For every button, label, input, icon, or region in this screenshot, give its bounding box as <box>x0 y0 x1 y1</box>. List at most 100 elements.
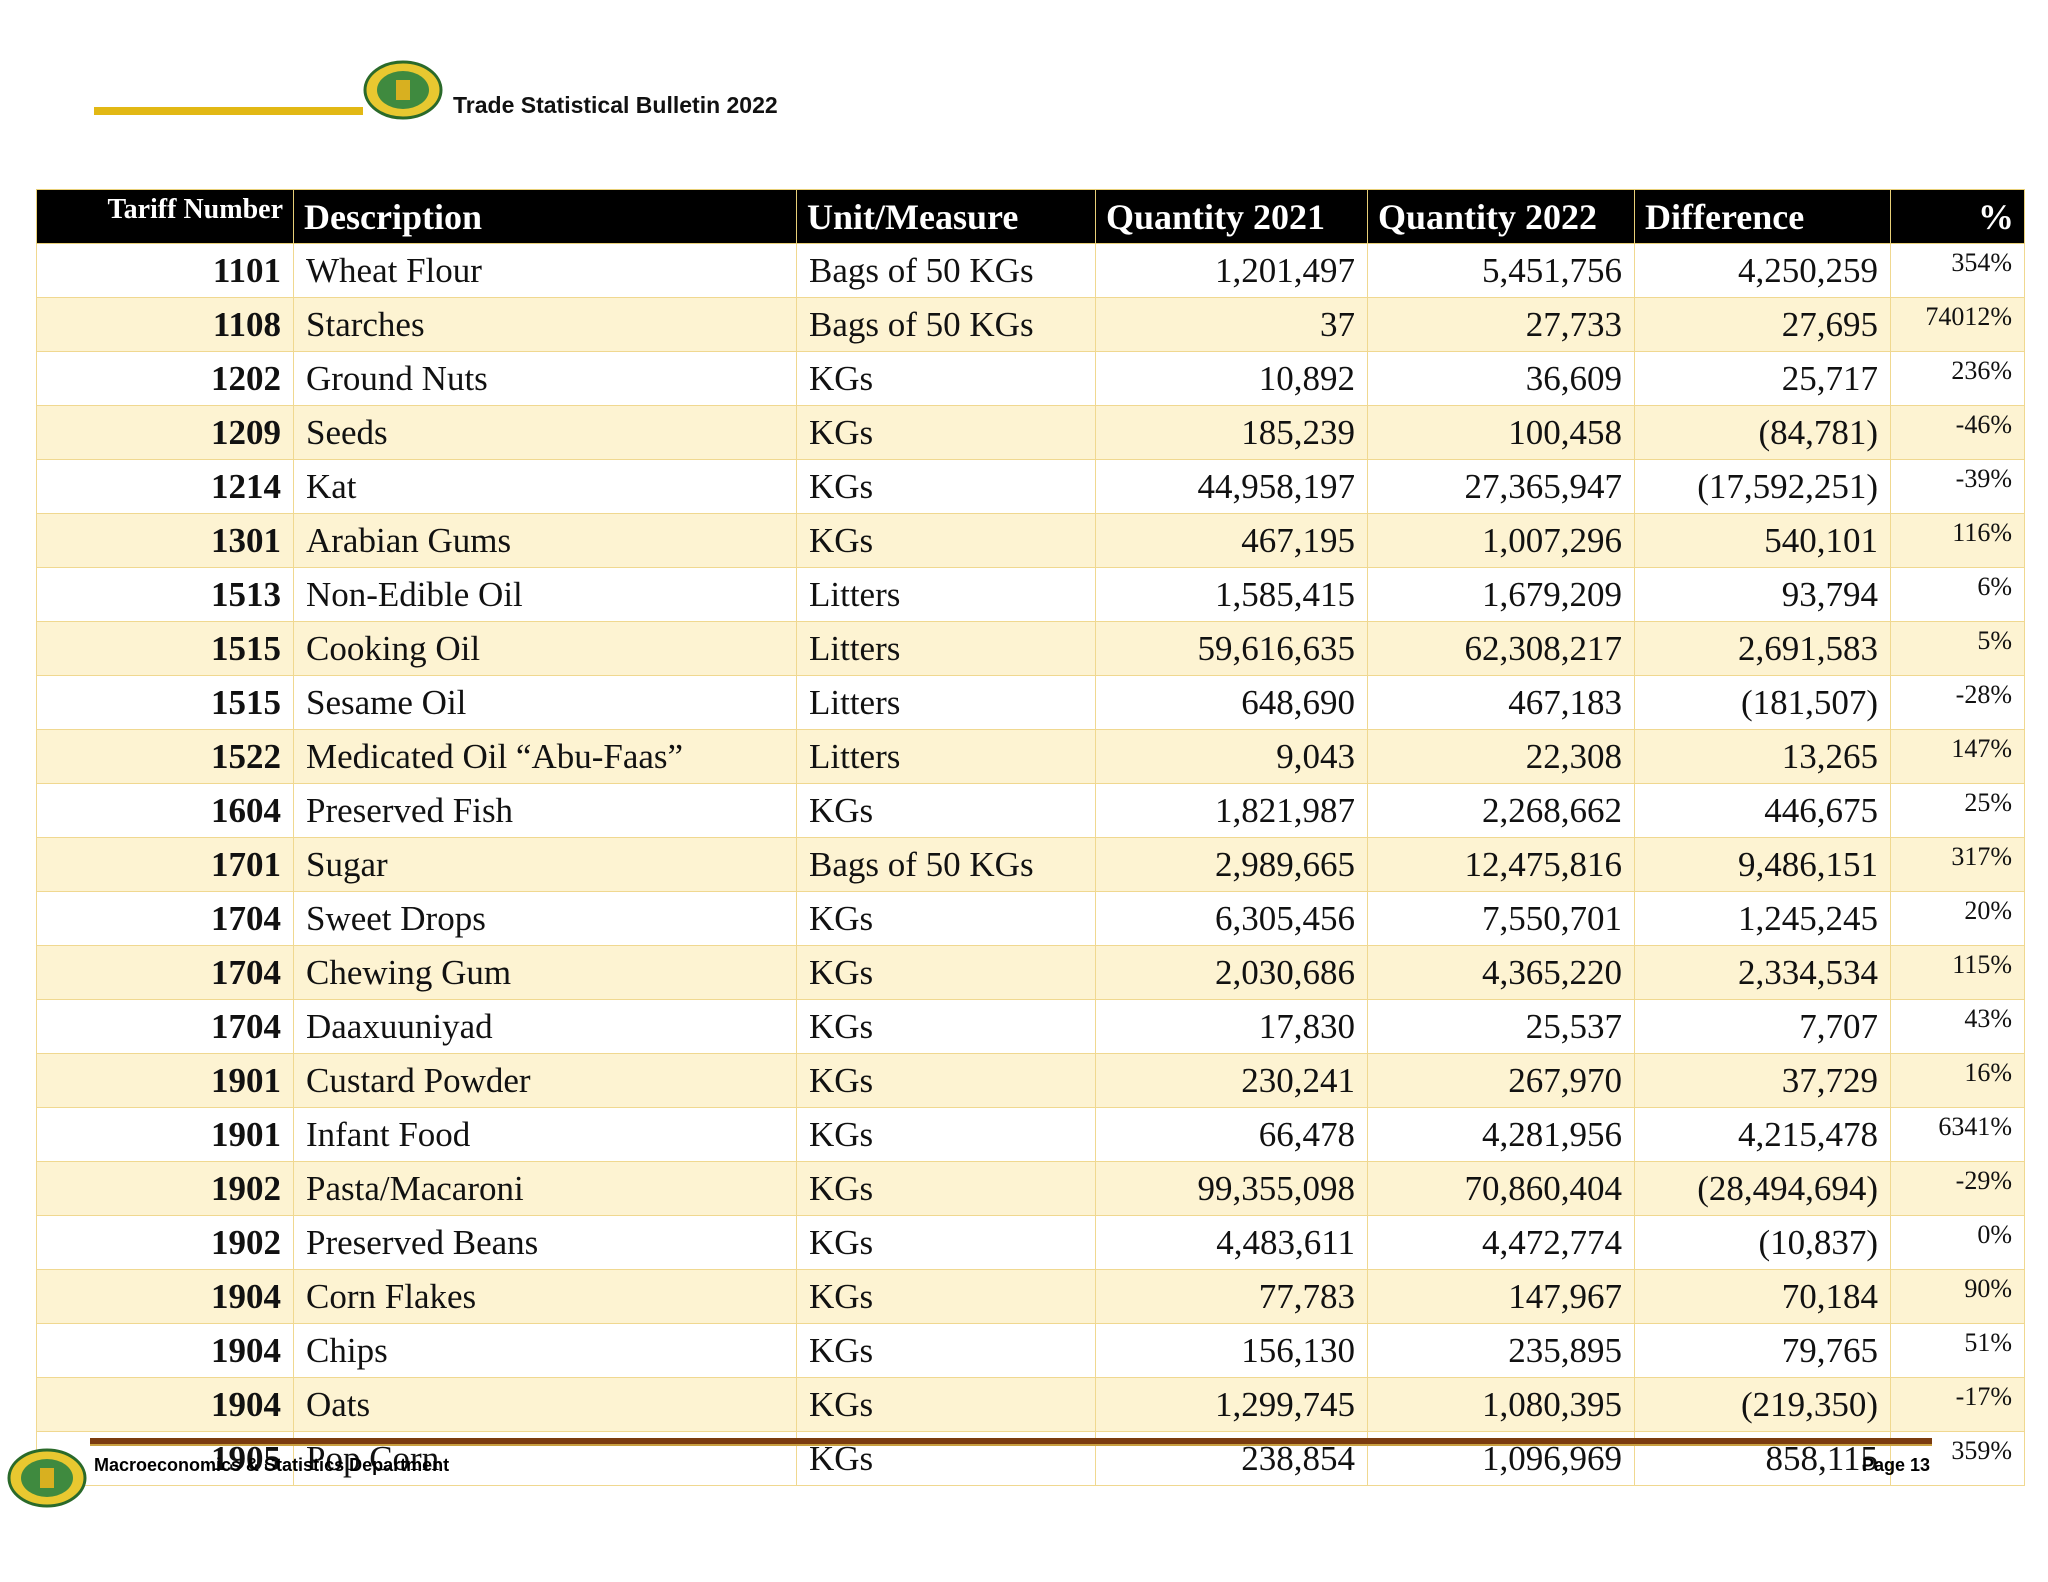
table-cell: 22,308 <box>1367 729 1635 784</box>
table-cell: (219,350) <box>1634 1377 1891 1432</box>
table-cell: 1209 <box>36 405 294 460</box>
table-row: 1904 Oats KGs 1,299,745 1,080,395 (219,350) -1… <box>36 1377 2025 1432</box>
table-row: 1904 Chips KGs 156,130 235,895 79,765 51% <box>36 1323 2025 1378</box>
footer-rule <box>90 1438 1932 1446</box>
table-cell: Chips <box>293 1323 797 1378</box>
table-cell: KGs <box>796 1377 1096 1432</box>
table-cell: 1108 <box>36 297 294 352</box>
table-cell: 7,550,701 <box>1367 891 1635 946</box>
table-cell: Custard Powder <box>293 1053 797 1108</box>
table-cell: Bags of 50 KGs <box>796 297 1096 352</box>
page-number: Page 13 <box>1861 1455 1930 1475</box>
table-cell: 235,895 <box>1367 1323 1635 1378</box>
table-cell: 1101 <box>36 243 294 298</box>
emblem <box>363 60 443 120</box>
table-cell: 317% <box>1890 837 2025 892</box>
table-cell: Non-Edible Oil <box>293 567 797 622</box>
table-cell: Starches <box>293 297 797 352</box>
table-cell: KGs <box>796 351 1096 406</box>
table-cell: 4,472,774 <box>1367 1215 1635 1270</box>
table-row: 1101 Wheat Flour Bags of 50 KGs 1,201,497 5,… <box>36 243 2025 298</box>
table-cell: Preserved Beans <box>293 1215 797 1270</box>
table-cell: Litters <box>796 621 1096 676</box>
table-cell: -46% <box>1890 405 2025 460</box>
header-rule <box>94 107 363 115</box>
table-row: 1902 Pasta/Macaroni KGs 99,355,098 70,860,40… <box>36 1161 2025 1216</box>
table-cell: 185,239 <box>1095 405 1368 460</box>
table-cell: KGs <box>796 1215 1096 1270</box>
table-row: 1904 Corn Flakes KGs 77,783 147,967 70,184 90% <box>36 1269 2025 1324</box>
table-row: 1901 Custard Powder KGs 230,241 267,970 37,72… <box>36 1053 2025 1108</box>
table-cell: 1904 <box>36 1377 294 1432</box>
table-cell: 1515 <box>36 675 294 730</box>
table-cell: 4,250,259 <box>1634 243 1891 298</box>
table-cell: 147% <box>1890 729 2025 784</box>
table-cell: 467,183 <box>1367 675 1635 730</box>
table-row: 1704 Sweet Drops KGs 6,305,456 7,550,701 1,24… <box>36 891 2025 946</box>
table-row: 1202 Ground Nuts KGs 10,892 36,609 25,717 236% <box>36 351 2025 406</box>
table-cell: Daaxuuniyad <box>293 999 797 1054</box>
column-header: Unit/Measure <box>796 189 1096 244</box>
table-row: 1704 Daaxuuniyad KGs 17,830 25,537 7,707 43% <box>36 999 2025 1054</box>
table-row: 1214 Kat KGs 44,958,197 27,365,947 (17,592,25… <box>36 459 2025 514</box>
table-row: 1209 Seeds KGs 185,239 100,458 (84,781) -46% <box>36 405 2025 460</box>
table-cell: 236% <box>1890 351 2025 406</box>
table-cell: Pasta/Macaroni <box>293 1161 797 1216</box>
table-cell: KGs <box>796 891 1096 946</box>
table-cell: 10,892 <box>1095 351 1368 406</box>
table-cell: 74012% <box>1890 297 2025 352</box>
table-cell: 5,451,756 <box>1367 243 1635 298</box>
table-cell: (17,592,251) <box>1634 459 1891 514</box>
table-cell: 13,265 <box>1634 729 1891 784</box>
table-cell: 6% <box>1890 567 2025 622</box>
table-cell: 1,679,209 <box>1367 567 1635 622</box>
table-cell: -39% <box>1890 459 2025 514</box>
table-cell: Sugar <box>293 837 797 892</box>
table-cell: KGs <box>796 1107 1096 1162</box>
table-cell: 1902 <box>36 1161 294 1216</box>
table-cell: -17% <box>1890 1377 2025 1432</box>
table-cell: 12,475,816 <box>1367 837 1635 892</box>
table-cell: 20% <box>1890 891 2025 946</box>
table-cell: 6341% <box>1890 1107 2025 1162</box>
table-cell: 7,707 <box>1634 999 1891 1054</box>
column-header: Quantity 2021 <box>1095 189 1368 244</box>
table-cell: 1701 <box>36 837 294 892</box>
table-row: 1108 Starches Bags of 50 KGs 37 27,733 27,695… <box>36 297 2025 352</box>
table-cell: 1202 <box>36 351 294 406</box>
table-cell: 1704 <box>36 891 294 946</box>
bulletin-title: Trade Statistical Bulletin 2022 <box>453 92 778 118</box>
table-cell: 99,355,098 <box>1095 1161 1368 1216</box>
table-cell: 156,130 <box>1095 1323 1368 1378</box>
table-cell: 1301 <box>36 513 294 568</box>
table-cell: 230,241 <box>1095 1053 1368 1108</box>
table-cell: Wheat Flour <box>293 243 797 298</box>
table-cell: 116% <box>1890 513 2025 568</box>
table-cell: Oats <box>293 1377 797 1432</box>
table-cell: (28,494,694) <box>1634 1161 1891 1216</box>
table-cell: -29% <box>1890 1161 2025 1216</box>
table-cell: Sesame Oil <box>293 675 797 730</box>
table-cell: (84,781) <box>1634 405 1891 460</box>
table-cell: 37 <box>1095 297 1368 352</box>
table-cell: 59,616,635 <box>1095 621 1368 676</box>
table-cell: 1901 <box>36 1107 294 1162</box>
column-header: Tariff Number <box>36 189 294 244</box>
table-cell: (10,837) <box>1634 1215 1891 1270</box>
table-cell: 25,717 <box>1634 351 1891 406</box>
table-cell: 1901 <box>36 1053 294 1108</box>
table-cell: 27,365,947 <box>1367 459 1635 514</box>
table-row: 1604 Preserved Fish KGs 1,821,987 2,268,662 4… <box>36 783 2025 838</box>
table-cell: KGs <box>796 783 1096 838</box>
table-cell: 100,458 <box>1367 405 1635 460</box>
table-cell: Preserved Fish <box>293 783 797 838</box>
table-row: 1522 Medicated Oil “Abu-Faas” Litters 9,043… <box>36 729 2025 784</box>
table-cell: 79,765 <box>1634 1323 1891 1378</box>
table-cell: -28% <box>1890 675 2025 730</box>
table-cell: Ground Nuts <box>293 351 797 406</box>
header-row: Tariff Number Description Unit/Measure Quan… <box>36 189 2025 244</box>
table-cell: KGs <box>796 1269 1096 1324</box>
table-cell: Seeds <box>293 405 797 460</box>
table-row: 1515 Cooking Oil Litters 59,616,635 62,308,2… <box>36 621 2025 676</box>
